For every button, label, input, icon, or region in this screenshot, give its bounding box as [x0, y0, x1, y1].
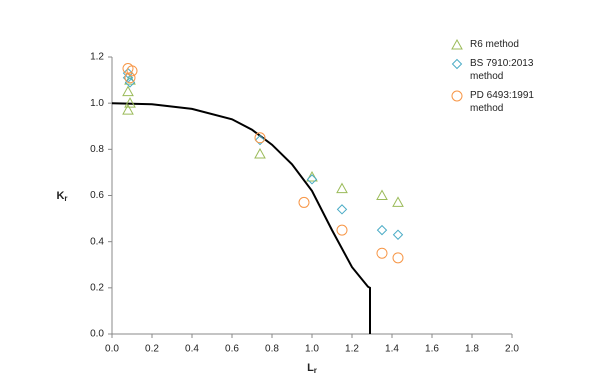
- triangle-marker: [254, 147, 266, 159]
- diamond-marker: [451, 58, 463, 70]
- x-tick-label: 1.4: [385, 344, 399, 355]
- legend-icon: [451, 58, 463, 70]
- diamond-marker: [336, 204, 348, 215]
- diamond-marker: [392, 229, 404, 240]
- x-axis-title-main: L: [307, 362, 314, 374]
- triangle-marker: [306, 171, 318, 182]
- x-tick-label: 1.0: [305, 344, 319, 355]
- x-tick-label: 2.0: [505, 344, 519, 355]
- triangle-marker: [124, 97, 136, 108]
- x-tick-label: 1.2: [345, 344, 359, 355]
- triangle-marker: [392, 196, 404, 207]
- triangle-marker: [336, 182, 348, 194]
- x-tick-label: 0.6: [225, 344, 239, 355]
- y-axis-title-main: K: [56, 190, 64, 202]
- legend-label: PD 6493:1991 method: [470, 90, 534, 114]
- assessment-line: [111, 102, 371, 334]
- y-tick-label: 0.0: [90, 329, 104, 340]
- circle-marker: [126, 65, 138, 77]
- legend-icon: [451, 90, 463, 102]
- y-axis-title: Kr: [56, 190, 67, 203]
- x-axis-title: Lr: [307, 362, 317, 375]
- diamond-marker: [122, 67, 134, 79]
- circle-marker: [451, 90, 463, 102]
- y-tick-label: 0.4: [90, 236, 104, 247]
- x-tick-label: 1.8: [465, 344, 479, 355]
- diamond-marker: [254, 134, 266, 146]
- x-tick-label: 0.4: [185, 344, 199, 355]
- triangle-marker: [122, 85, 134, 97]
- x-tick-label: 1.6: [425, 344, 439, 355]
- legend-label: BS 7910:2013 method: [470, 58, 534, 82]
- circle-marker: [254, 132, 266, 144]
- legend-label: R6 method: [470, 39, 519, 50]
- circle-marker: [298, 196, 310, 208]
- legend: R6 method BS 7910:2013 method PD 6493:1991…: [448, 38, 558, 121]
- triangle-marker: [122, 104, 134, 115]
- x-tick-label: 0.8: [265, 344, 279, 355]
- x-tick-label: 0.2: [145, 344, 159, 355]
- x-axis-title-sub: r: [314, 366, 317, 375]
- y-axis-title-sub: r: [64, 194, 67, 203]
- y-tick-label: 0.8: [90, 144, 104, 155]
- triangle-marker: [376, 189, 388, 200]
- x-tick-label: 0.0: [105, 344, 119, 355]
- legend-icon: [451, 39, 463, 50]
- y-tick-label: 0.2: [90, 282, 104, 293]
- y-tick-label: 0.6: [90, 190, 104, 201]
- circle-marker: [336, 224, 348, 236]
- circle-marker: [392, 252, 404, 264]
- diamond-marker: [376, 224, 388, 236]
- y-tick-label: 1.2: [90, 52, 104, 63]
- y-tick-label: 1.0: [90, 98, 104, 109]
- triangle-marker: [451, 39, 463, 50]
- triangle-marker: [124, 74, 136, 85]
- circle-marker: [124, 72, 136, 84]
- legend-entry: BS 7910:2013 method: [448, 57, 540, 83]
- diamond-marker: [306, 174, 318, 185]
- legend-entry: R6 method: [448, 38, 540, 51]
- circle-marker: [376, 247, 388, 259]
- legend-entry: PD 6493:1991 method: [448, 89, 540, 115]
